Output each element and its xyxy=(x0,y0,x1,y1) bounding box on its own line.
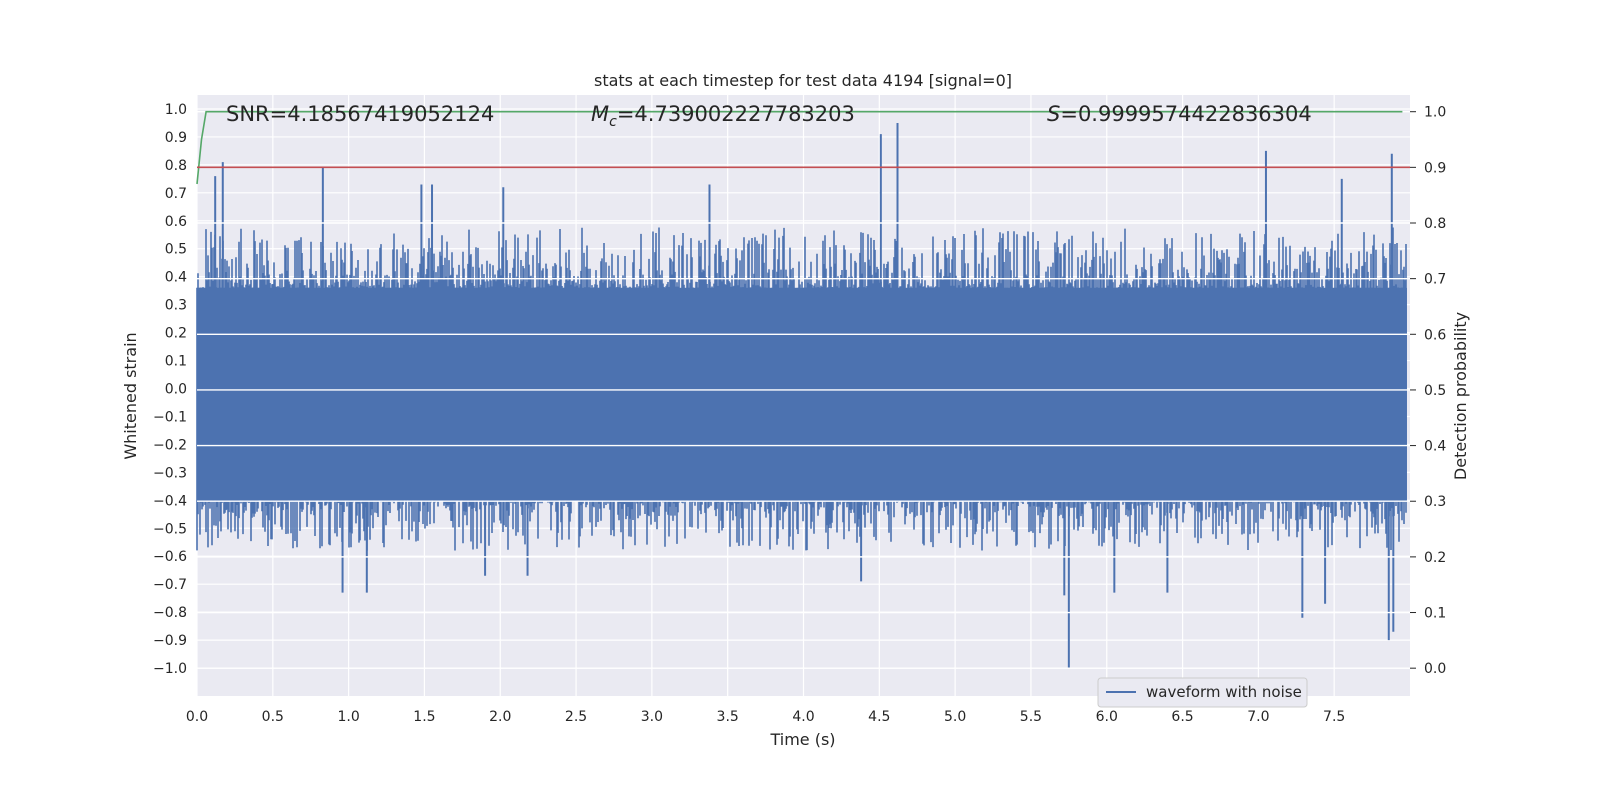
y-tick-label: −0.4 xyxy=(153,493,187,509)
chirp-mass-symbol: M xyxy=(591,102,609,126)
x-tick-label: 1.5 xyxy=(413,709,435,725)
y-tick-label: −1.0 xyxy=(153,661,187,677)
x-tick-label: 4.5 xyxy=(868,709,890,725)
significance-symbol: S xyxy=(1047,102,1060,126)
y-tick-label: 0.0 xyxy=(165,382,187,398)
waveform-with-noise-series xyxy=(196,122,1407,669)
x-tick-label: 0.0 xyxy=(186,709,208,725)
y2-axis-label: Detection probability xyxy=(1451,312,1470,480)
y-tick-label: −0.8 xyxy=(153,605,187,621)
y2-tick-label: 0.1 xyxy=(1424,606,1446,622)
y2-tick-label: 0.4 xyxy=(1424,439,1446,455)
legend-label: waveform with noise xyxy=(1146,683,1302,701)
y2-tick-label: 0.9 xyxy=(1424,160,1446,176)
y-tick-label: −0.3 xyxy=(153,465,187,481)
y2-tick-label: 0.3 xyxy=(1424,494,1446,510)
x-tick-label: 2.5 xyxy=(565,709,587,725)
y-tick-label: 0.3 xyxy=(165,298,187,314)
y-tick-label: −0.6 xyxy=(153,549,187,565)
x-axis-label: Time (s) xyxy=(769,730,835,749)
x-tick-label: 6.0 xyxy=(1096,709,1118,725)
chirp-mass-annotation: Mc=4.739002227783203 xyxy=(591,102,855,130)
snr-annotation: SNR=4.18567419052124 xyxy=(226,102,494,126)
significance-annotation: S=0.9999574422836304 xyxy=(1047,102,1312,126)
y-tick-label: −0.7 xyxy=(153,577,187,593)
x-tick-label: 5.0 xyxy=(944,709,966,725)
x-tick-label: 6.5 xyxy=(1171,709,1193,725)
y2-tick-label: 0.0 xyxy=(1424,661,1446,677)
waveform-core xyxy=(197,287,1407,501)
x-tick-label: 1.0 xyxy=(337,709,359,725)
y2-tick-label: 0.6 xyxy=(1424,327,1446,343)
chirp-mass-value: =4.739002227783203 xyxy=(617,102,855,126)
x-axis-ticks: 0.0 0.5 1.0 1.5 2.0 2.5 3.0 3.5 4.0 4.5 5.0 5.5 6.0 6… xyxy=(186,709,1345,725)
x-tick-label: 7.0 xyxy=(1247,709,1269,725)
y-tick-label: 0.1 xyxy=(165,354,187,370)
x-tick-label: 3.5 xyxy=(717,709,739,725)
y-tick-label: 0.5 xyxy=(165,242,187,258)
x-tick-label: 2.0 xyxy=(489,709,511,725)
y-tick-label: −0.2 xyxy=(153,437,187,453)
y-tick-label: 0.2 xyxy=(165,326,187,342)
y-tick-label: −0.9 xyxy=(153,633,187,649)
y2-axis-ticks: 1.0 0.9 0.8 0.7 0.6 0.5 0.4 0.3 0.2 0.1 0.0 xyxy=(1410,105,1446,677)
x-tick-label: 3.0 xyxy=(641,709,663,725)
x-tick-label: 0.5 xyxy=(262,709,284,725)
y-tick-label: 0.8 xyxy=(165,158,187,174)
y-axis-ticks: 1.0 0.9 0.8 0.7 0.6 0.5 0.4 0.3 0.2 0.1 0.0 −0.1 −0.… xyxy=(153,102,187,677)
detection-probability-line xyxy=(196,110,1403,185)
x-tick-label: 4.0 xyxy=(792,709,814,725)
chart-title: stats at each timestep for test data 419… xyxy=(594,71,1012,90)
detection-probability-layer xyxy=(196,110,1410,185)
y-tick-label: 0.9 xyxy=(165,130,187,146)
chirp-mass-subscript: c xyxy=(609,114,617,130)
y-tick-label: 1.0 xyxy=(165,102,187,118)
y2-tick-label: 0.8 xyxy=(1424,216,1446,232)
y-axis-label: Whitened strain xyxy=(121,332,140,459)
y-tick-label: 0.7 xyxy=(165,186,187,202)
y2-tick-label: 0.7 xyxy=(1424,272,1446,288)
legend-box xyxy=(1097,677,1308,708)
x-tick-label: 7.5 xyxy=(1323,709,1345,725)
y-tick-label: 0.6 xyxy=(165,214,187,230)
x-tick-label: 5.5 xyxy=(1020,709,1042,725)
y2-tick-label: 0.2 xyxy=(1424,550,1446,566)
y2-tick-label: 1.0 xyxy=(1424,105,1446,121)
y-tick-label: −0.5 xyxy=(153,521,187,537)
y-tick-label: 0.4 xyxy=(165,270,187,286)
y2-tick-label: 0.5 xyxy=(1424,383,1446,399)
significance-value: =0.9999574422836304 xyxy=(1060,102,1311,126)
y-tick-label: −0.1 xyxy=(153,409,187,425)
legend: waveform with noise xyxy=(1097,677,1308,708)
